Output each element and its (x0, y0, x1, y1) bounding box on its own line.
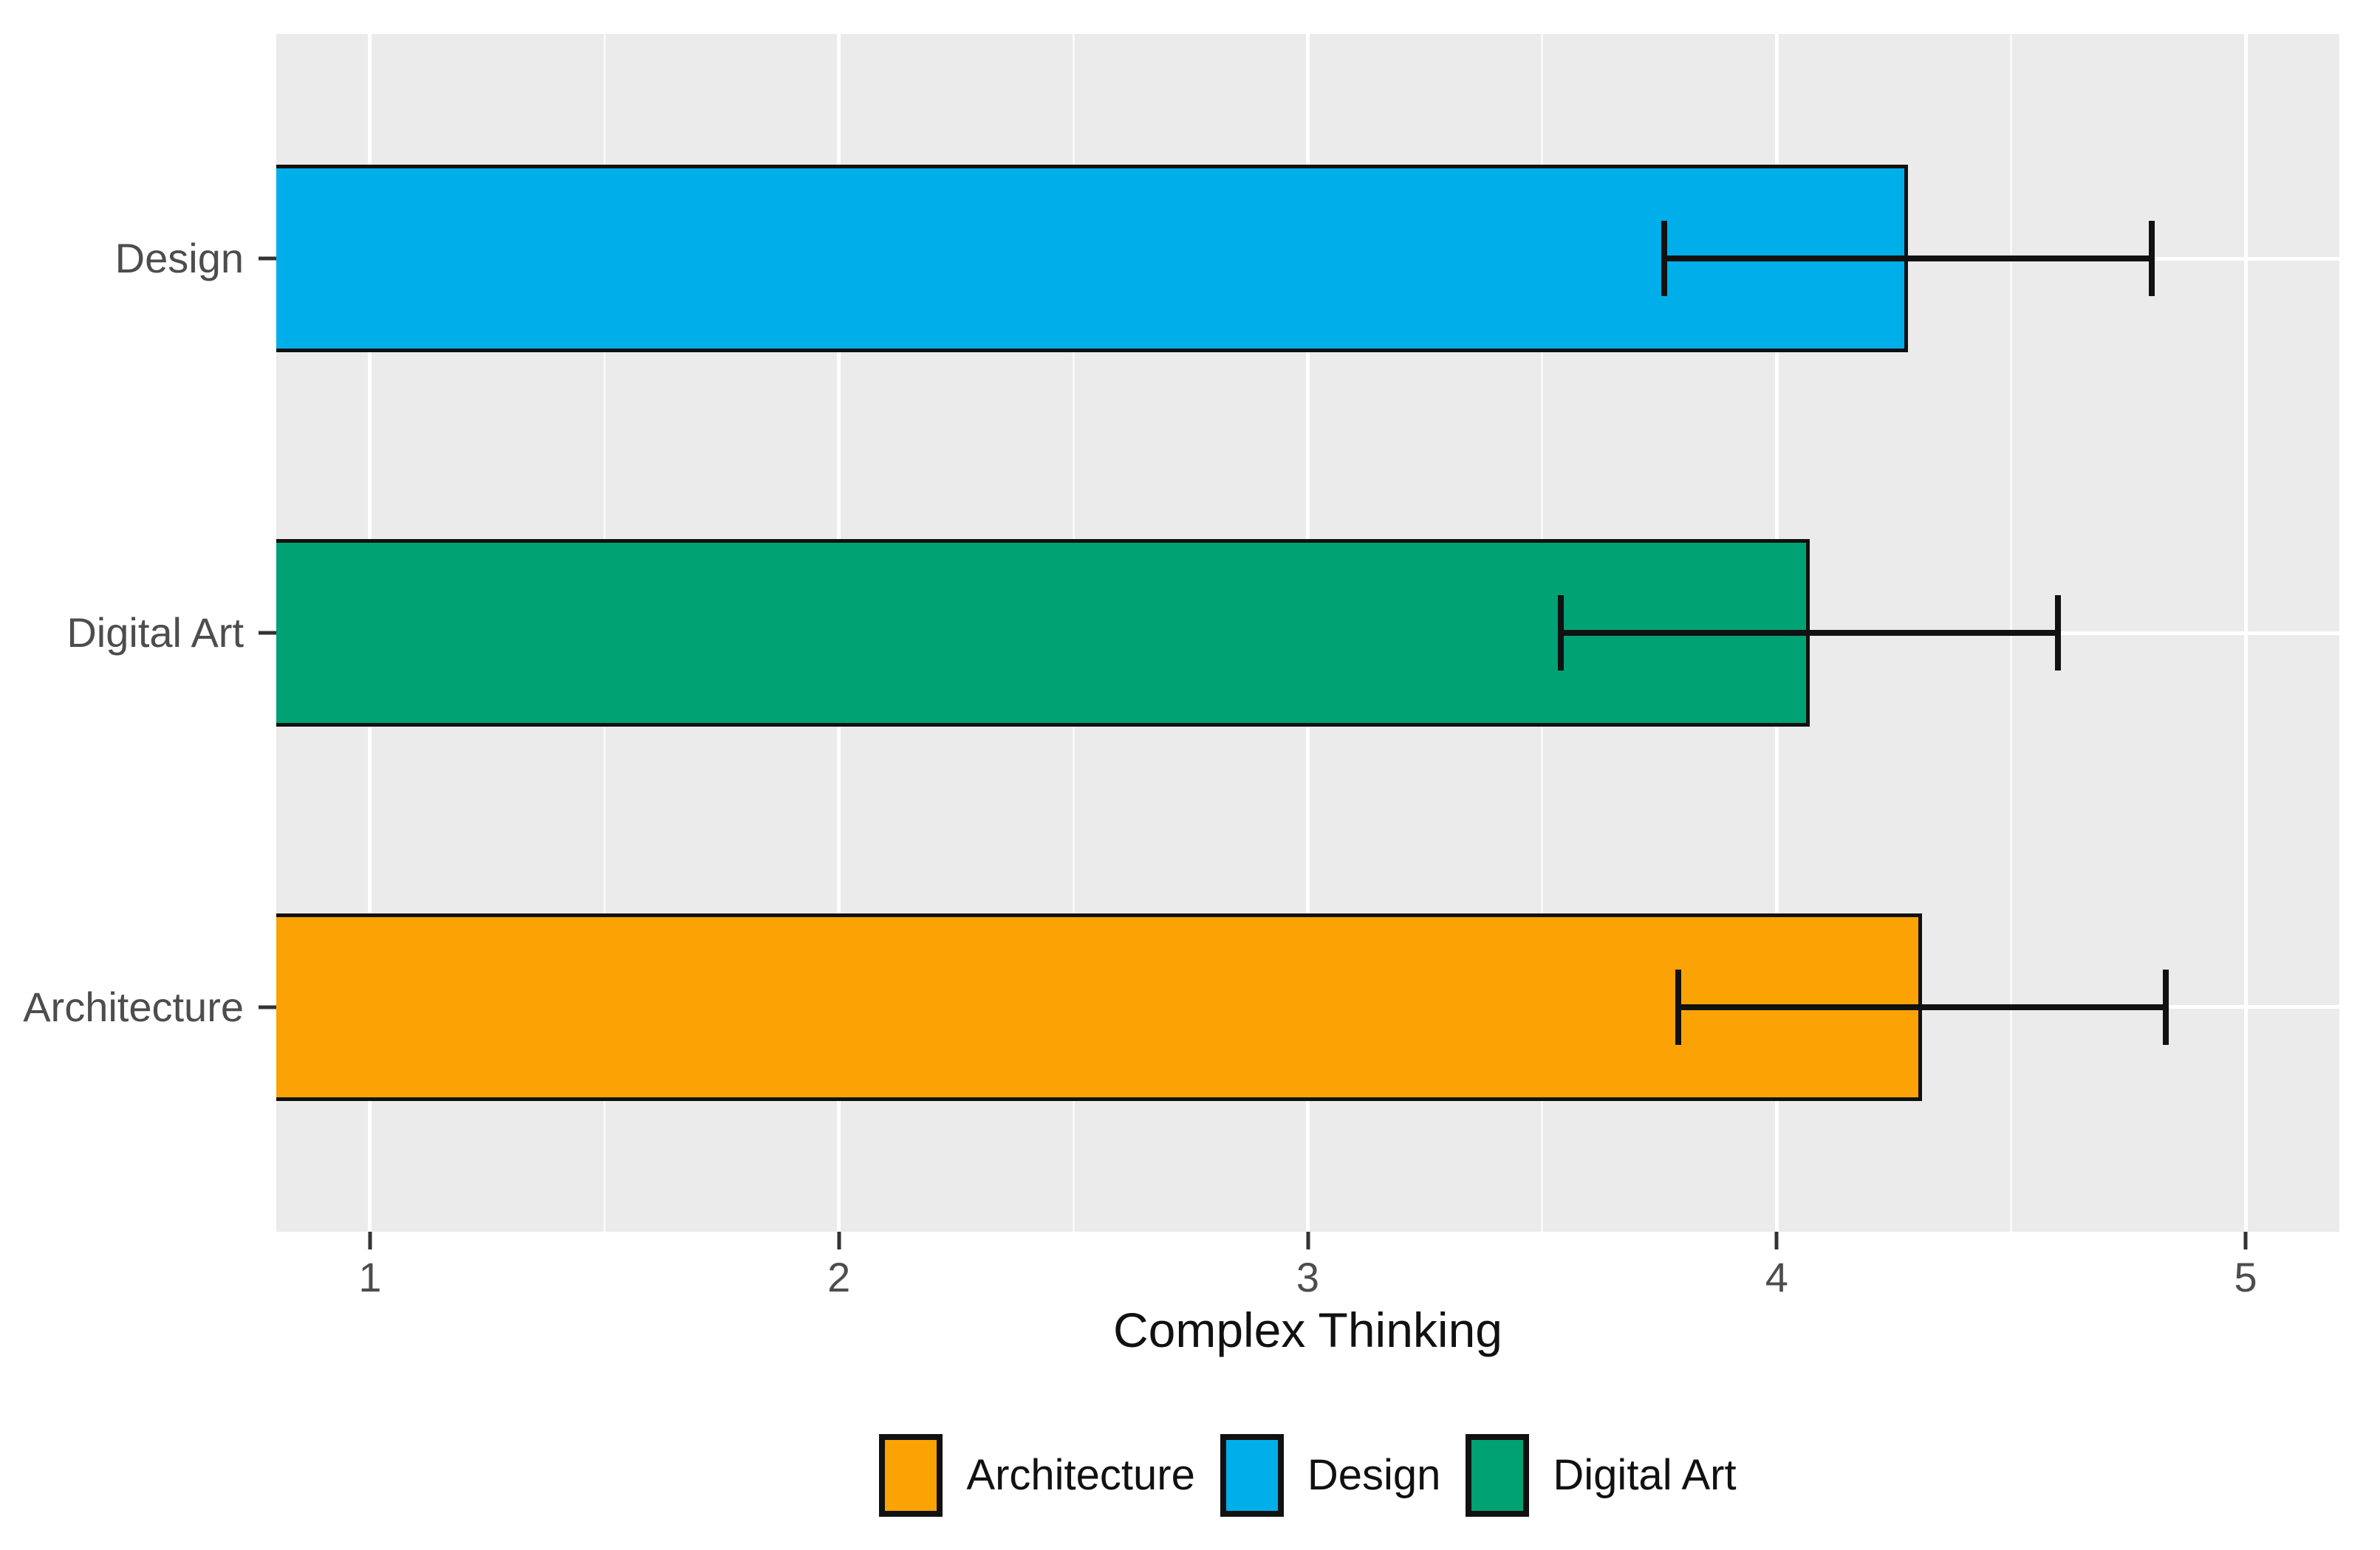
legend-label: Architecture (966, 1451, 1195, 1499)
x-axis-tick (1774, 1232, 1779, 1249)
x-axis-tick-label: 2 (827, 1254, 851, 1300)
x-axis-title: Complex Thinking (1112, 1303, 1503, 1357)
bar-digital-art (276, 539, 1810, 727)
x-axis-tick-label: 5 (2234, 1254, 2257, 1300)
x-axis-tick-label: 3 (1296, 1254, 1320, 1300)
legend-item: Design (1220, 1434, 1441, 1517)
x-axis-tick (2243, 1232, 2248, 1249)
legend-swatch-design (1220, 1434, 1284, 1517)
errorbar-cap (2149, 221, 2155, 296)
legend-label: Design (1307, 1451, 1441, 1499)
legend-item: Digital Art (1466, 1434, 1737, 1517)
y-axis-tick (259, 1005, 276, 1009)
x-axis-tick-label: 1 (358, 1254, 382, 1300)
legend-swatch-digital-art (1466, 1434, 1530, 1517)
errorbar-cap (1675, 970, 1681, 1045)
x-axis-tick (368, 1232, 372, 1249)
legend: Architecture Design Digital Art (276, 1434, 2339, 1517)
y-axis-label: Digital Art (66, 609, 244, 656)
errorbar-line (1678, 1004, 2167, 1010)
legend-swatch-architecture (879, 1434, 943, 1517)
y-axis-tick (259, 631, 276, 635)
x-axis-tick (1306, 1232, 1310, 1249)
legend-item: Architecture (879, 1434, 1195, 1517)
errorbar-line (1663, 256, 2152, 262)
legend-label: Digital Art (1553, 1451, 1737, 1499)
plot-panel (276, 34, 2339, 1232)
errorbar-cap (2163, 970, 2169, 1045)
x-axis-tick-label: 4 (1765, 1254, 1788, 1300)
errorbar-cap (1661, 221, 1667, 296)
x-axis-tick (837, 1232, 841, 1249)
errorbar-cap (1558, 595, 1565, 671)
y-axis-tick (259, 256, 276, 261)
bar-architecture (276, 913, 1923, 1101)
bar-design (276, 165, 1908, 352)
y-axis-label: Design (114, 235, 244, 282)
y-axis-label: Architecture (23, 983, 244, 1030)
errorbar-cap (2055, 595, 2062, 671)
errorbar-line (1561, 630, 2059, 636)
